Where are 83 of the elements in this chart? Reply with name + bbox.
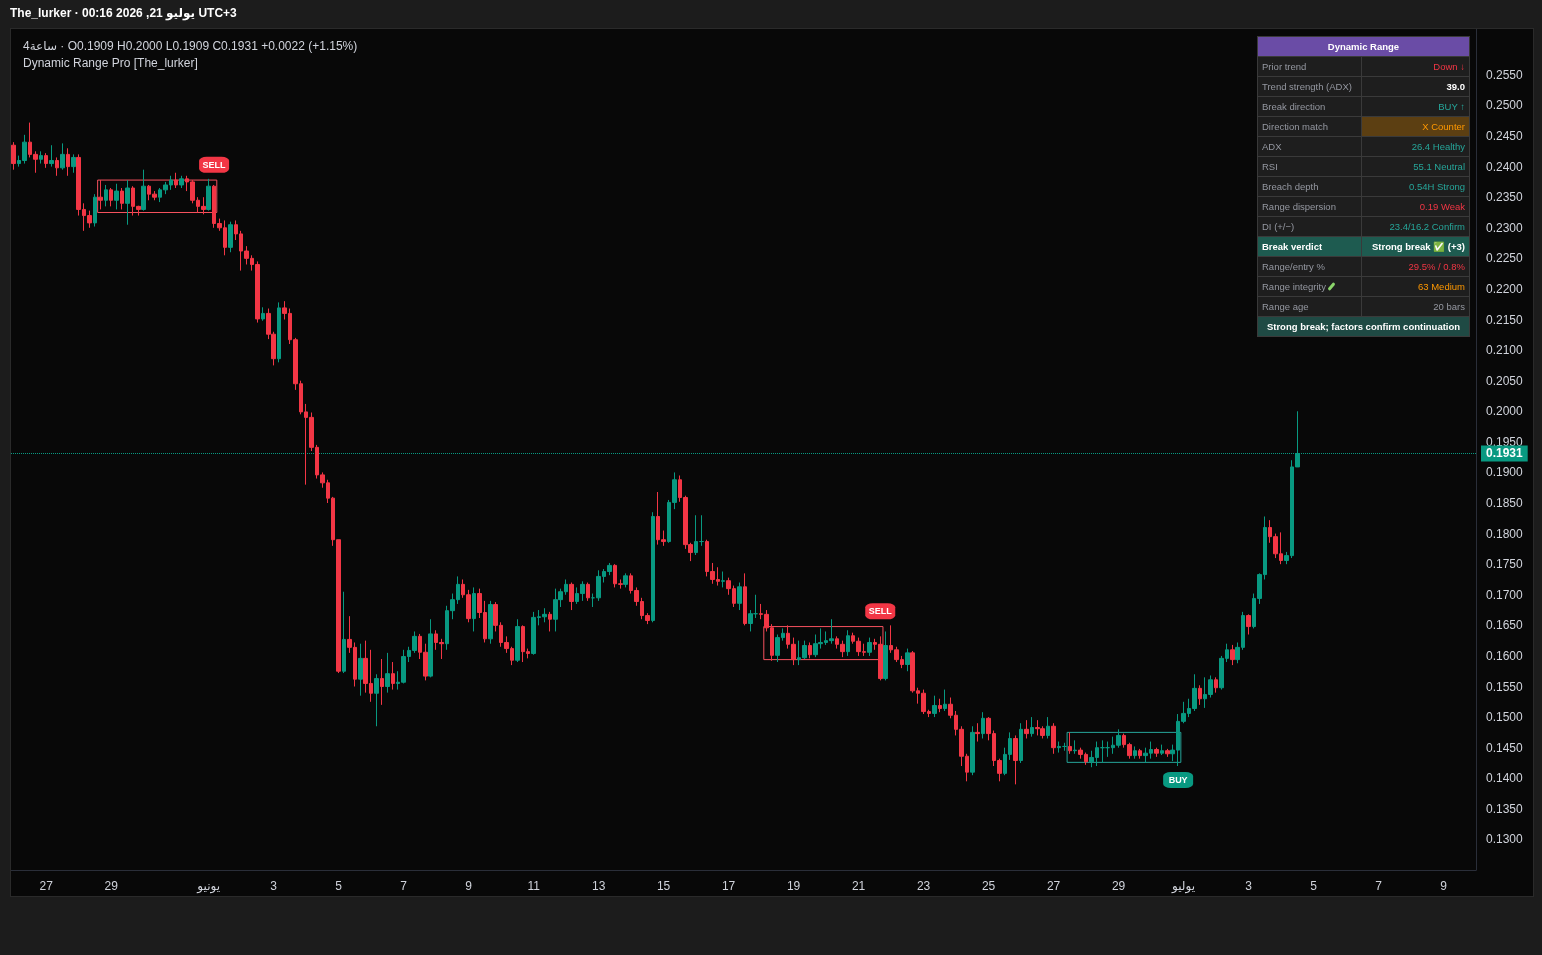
annotation: 0.54H Strong	[1362, 177, 1469, 197]
y-tick-label: 0.2050	[1486, 373, 1524, 388]
y-tick-label: 0.2500	[1486, 98, 1524, 113]
category-label: RSI	[1258, 157, 1362, 177]
x-tick-label: 25	[981, 879, 996, 893]
y-tick-label: 0.1400	[1486, 771, 1524, 786]
y-tick-label: 0.1850	[1486, 496, 1524, 511]
annotation: X Counter	[1362, 117, 1469, 137]
category-label: Range/entry %	[1258, 257, 1362, 277]
category-label: Break verdict	[1258, 237, 1362, 257]
y-tick-label: 0.1450	[1486, 740, 1524, 755]
x-tick-label: 27	[39, 879, 54, 893]
category-label: Breach depth	[1258, 177, 1362, 197]
x-tick-label: 17	[721, 879, 736, 893]
y-tick-label: 0.2150	[1486, 312, 1524, 327]
y-tick-label: 0.1700	[1486, 587, 1524, 602]
y-tick-label: 0.1550	[1486, 679, 1524, 694]
y-tick-label: 0.2400	[1486, 159, 1524, 174]
x-tick-label: 27	[1046, 879, 1061, 893]
text: 4ساعة · O0.1909 H0.2000 L0.1909 C0.1931 +0.0022 (+1.15%)	[23, 39, 358, 53]
annotation: Strong break ✅ (+3)	[1362, 237, 1469, 257]
x-tick-label: 23	[916, 879, 931, 893]
text: Dynamic Range Pro [The_lurker]	[23, 56, 198, 70]
x-tick-label: 9	[1440, 879, 1448, 893]
y-tick-label: 0.2450	[1486, 129, 1524, 144]
annotation: 29.5% / 0.8%	[1362, 257, 1469, 277]
x-tick-label: 5	[335, 879, 343, 893]
x-tick-label: 21	[851, 879, 866, 893]
x-tick-label: 11	[527, 879, 541, 893]
x-tick-label: 29	[1111, 879, 1126, 893]
annotation: BUY	[1168, 775, 1188, 786]
category-label: Range age	[1258, 297, 1362, 317]
x-tick-label: 7	[400, 879, 408, 893]
y-tick-label: 0.2100	[1486, 343, 1524, 358]
x-tick-label: 13	[591, 879, 606, 893]
category-label: Range integrity	[1258, 277, 1362, 297]
annotation: 0.19 Weak	[1362, 197, 1469, 217]
annotation: 39.0	[1362, 77, 1469, 97]
x-tick-label: يوليو	[1171, 879, 1196, 894]
annotation: 23.4/16.2 Confirm	[1362, 217, 1469, 237]
annotation: 26.4 Healthy	[1362, 137, 1469, 157]
y-tick-label: 0.2300	[1486, 220, 1524, 235]
annotation: BUY ↑	[1362, 97, 1469, 117]
y-tick-label: 0.1750	[1486, 557, 1524, 572]
ref-line-label: 0.1931	[1486, 446, 1524, 461]
category-label: Direction match	[1258, 117, 1362, 137]
category-label: Range dispersion	[1258, 197, 1362, 217]
x-tick-label: 3	[1245, 879, 1253, 893]
x-tick-label: 7	[1375, 879, 1383, 893]
y-tick-label: 0.2000	[1486, 404, 1524, 419]
annotation: SELL	[202, 159, 227, 170]
category-label: Trend strength (ADX)	[1258, 77, 1362, 97]
annotation: Down ↓	[1362, 57, 1469, 77]
category-label: Break direction	[1258, 97, 1362, 117]
annotation: SELL	[868, 606, 893, 617]
text: The_lurker · 00:16 2026 ,21 يوليو UTC+3	[10, 6, 237, 20]
y-tick-label: 0.1600	[1486, 648, 1524, 663]
y-tick-label: 0.1900	[1486, 465, 1524, 480]
text: Dynamic Range	[1258, 37, 1469, 57]
x-tick-label: 3	[270, 879, 278, 893]
x-tick-label: 29	[104, 879, 119, 893]
y-tick-label: 0.2200	[1486, 281, 1524, 296]
x-tick-label: يونيو	[196, 879, 221, 894]
text: Strong break; factors confirm continuation	[1258, 317, 1469, 336]
y-tick-label: 0.1950	[1486, 434, 1524, 449]
x-tick-label: 5	[1310, 879, 1318, 893]
y-tick-label: 0.1500	[1486, 710, 1524, 725]
y-tick-label: 0.2250	[1486, 251, 1524, 266]
category-label: DI (+/−)	[1258, 217, 1362, 237]
x-tick-label: 15	[656, 879, 671, 893]
y-tick-label: 0.2350	[1486, 190, 1524, 205]
y-tick-label: 0.1650	[1486, 618, 1524, 633]
annotation: 20 bars	[1362, 297, 1469, 317]
y-tick-label: 0.1800	[1486, 526, 1524, 541]
x-tick-label: 9	[465, 879, 473, 893]
y-tick-label: 0.1300	[1486, 832, 1524, 847]
y-tick-label: 0.2550	[1486, 67, 1524, 82]
annotation: 55.1 Neutral	[1362, 157, 1469, 177]
category-label: ADX	[1258, 137, 1362, 157]
y-tick-label: 0.1350	[1486, 801, 1524, 816]
x-tick-label: 19	[786, 879, 801, 893]
category-label: Prior trend	[1258, 57, 1362, 77]
annotation: 63 Medium	[1362, 277, 1469, 297]
